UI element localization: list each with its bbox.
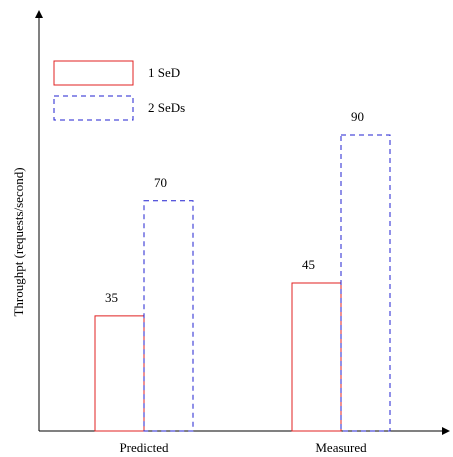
- x-tick-labels-group: Predicted Measured: [119, 440, 367, 455]
- x-tick-label-predicted: Predicted: [119, 440, 169, 455]
- bar-predicted-1-sed: [94, 315, 145, 432]
- data-label-measured-1-sed: 45: [302, 257, 315, 272]
- bar-measured-1-sed: [291, 282, 342, 432]
- legend-label-1-sed: 1 SeD: [148, 65, 180, 80]
- x-tick-label-measured: Measured: [315, 440, 367, 455]
- bar-measured-2-seds: [340, 134, 391, 432]
- bars-group: [94, 134, 391, 432]
- data-labels-group: 35 70 45 90: [105, 109, 364, 305]
- legend-swatch-2-seds: [53, 95, 134, 121]
- legend: 1 SeD 2 SeDs: [53, 60, 185, 121]
- legend-swatch-1-sed: [53, 60, 134, 86]
- data-label-predicted-1-sed: 35: [105, 290, 118, 305]
- data-label-predicted-2-seds: 70: [154, 175, 167, 190]
- legend-label-2-seds: 2 SeDs: [148, 100, 185, 115]
- bar-predicted-2-seds: [143, 200, 194, 432]
- y-axis-label: Throughpt (requests/second): [11, 167, 26, 316]
- data-label-measured-2-seds: 90: [351, 109, 364, 124]
